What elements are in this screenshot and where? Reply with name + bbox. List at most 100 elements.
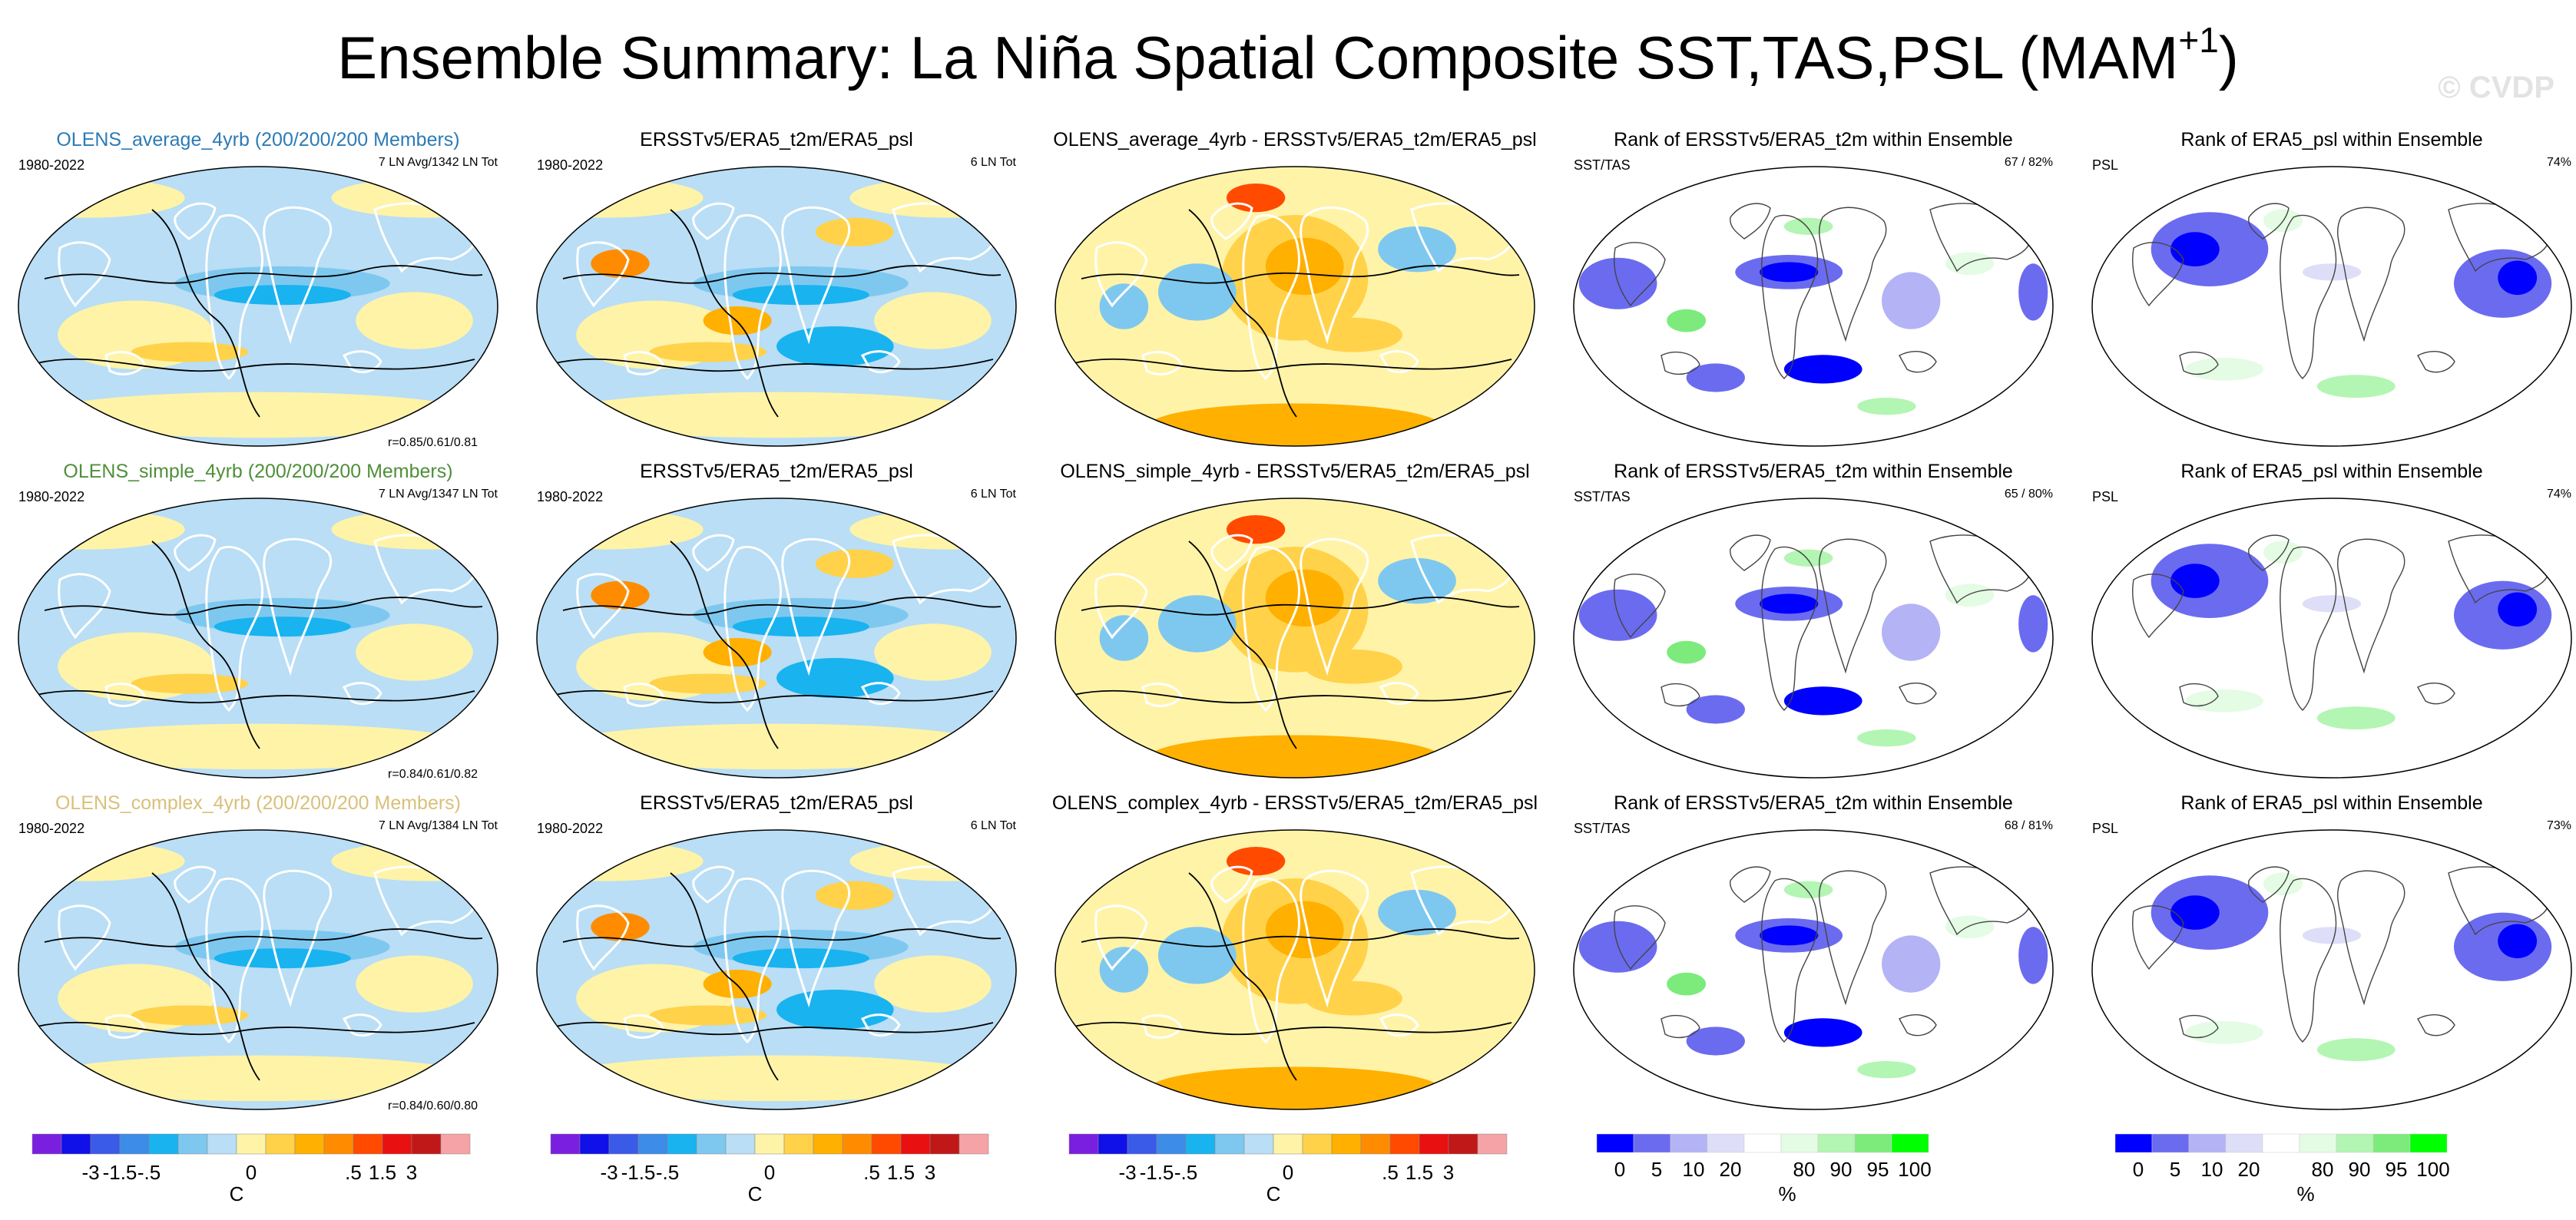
psl-contour-2 xyxy=(1188,209,1297,418)
colorbar-svg: 0 5 10 20 80 90 95 100% xyxy=(1596,1133,1932,1205)
colorbar-swatch xyxy=(2151,1133,2190,1153)
map-rank_psl xyxy=(2091,829,2572,1110)
anomaly-patch xyxy=(1157,927,1237,984)
coastline-1 xyxy=(781,869,851,1008)
coastline-0 xyxy=(1242,877,1300,1044)
panel-title: OLENS_average_4yrb - ERSSTv5/ERA5_t2m/ER… xyxy=(1053,129,1537,150)
coastline-6 xyxy=(1141,1014,1183,1039)
panel-title: Rank of ERSSTv5/ERA5_t2m within Ensemble xyxy=(1614,461,2013,482)
psl-contour-1 xyxy=(555,1021,994,1036)
coastline-1 xyxy=(263,869,333,1008)
coastline-1 xyxy=(1819,538,1887,674)
colorbar-swatch xyxy=(1156,1133,1187,1155)
coastline-1 xyxy=(1819,207,1887,342)
psl-contour-2 xyxy=(151,209,260,418)
panel-right-label: 6 LN Tot xyxy=(970,819,1016,832)
coastline-5 xyxy=(1094,573,1148,640)
colorbar-swatch xyxy=(353,1133,383,1155)
colorbar-swatch xyxy=(1243,1133,1274,1155)
panel-right-label: 7 LN Avg/1384 LN Tot xyxy=(378,819,498,832)
colorbar-swatch xyxy=(411,1133,442,1155)
coastline-3 xyxy=(692,865,735,904)
coastline-4 xyxy=(1379,682,1419,706)
map-outline xyxy=(18,829,498,1110)
colorbar-tick-label: 20 xyxy=(1720,1158,1742,1181)
panel-left-label: SST/TAS xyxy=(1574,821,1631,836)
map-panel: OLENS_simple_4yrb (200/200/200 Members) 1… xyxy=(0,461,516,791)
coastline-1 xyxy=(263,206,333,345)
rank-patch xyxy=(1857,398,1916,415)
coastline-6 xyxy=(1660,351,1700,375)
panel-title: Rank of ERA5_psl within Ensemble xyxy=(2180,792,2483,814)
anomaly-patch xyxy=(131,673,249,694)
rank-patch xyxy=(1667,309,1707,332)
rank-patch xyxy=(2185,689,2263,712)
panel-right-label: 65 / 80% xyxy=(2004,488,2053,501)
anomaly-patch xyxy=(591,912,650,941)
map-panel: Rank of ERSSTv5/ERA5_t2m within Ensemble… xyxy=(1555,461,2071,791)
anomaly-patch xyxy=(356,623,473,681)
rank-patch xyxy=(1686,1027,1745,1056)
map-panel: Rank of ERSSTv5/ERA5_t2m within Ensemble… xyxy=(1555,129,2071,459)
psl-contour-0 xyxy=(44,265,483,284)
anomaly-patch xyxy=(1157,595,1237,653)
colorbar-tick-label: 5 xyxy=(1651,1158,1662,1181)
map-rank_psl xyxy=(2091,166,2572,447)
anomaly-patch xyxy=(1226,515,1286,544)
coastline-1 xyxy=(263,537,333,676)
anomaly-patch xyxy=(591,249,650,278)
coastline-5 xyxy=(58,241,111,308)
colorbar-tick-label: 80 xyxy=(2312,1158,2334,1181)
map-outline xyxy=(536,166,1017,447)
coastline-4 xyxy=(1899,1014,1937,1037)
colorbar-swatch xyxy=(783,1133,814,1155)
coastline-5 xyxy=(1614,242,1666,307)
anomaly-patch xyxy=(732,948,869,969)
anomaly-patch xyxy=(732,285,869,306)
map-diff xyxy=(1055,166,1535,447)
colorbar-swatch xyxy=(2225,1133,2263,1153)
map-panel: Rank of ERA5_psl within Ensemble PSL 73% xyxy=(2074,792,2576,1122)
anomaly-patch xyxy=(1265,901,1344,959)
map-panel: Rank of ERA5_psl within Ensemble PSL 74% xyxy=(2074,461,2576,791)
psl-contour-1 xyxy=(1073,1021,1512,1036)
coastline-1 xyxy=(781,537,851,676)
colorbar-swatch xyxy=(1780,1133,1819,1153)
colorbar-swatch xyxy=(1817,1133,1856,1153)
coastline-0 xyxy=(1761,214,1819,379)
map-panel: OLENS_average_4yrb - ERSSTv5/ERA5_t2m/ER… xyxy=(1037,129,1553,459)
panel-left-label: 1980-2022 xyxy=(18,489,85,504)
colorbar-unit: C xyxy=(1266,1182,1281,1205)
map-rank_sst xyxy=(1573,498,2054,779)
rank-patch xyxy=(2170,895,2220,930)
colorbar-tick-label: -1.5 xyxy=(103,1161,137,1184)
map-panel: OLENS_complex_4yrb - ERSSTv5/ERA5_t2m/ER… xyxy=(1037,792,1553,1122)
colorbar-tick-label: -1.5 xyxy=(621,1161,656,1184)
panel-right-label: 6 LN Tot xyxy=(970,156,1016,169)
anomaly-patch xyxy=(1304,317,1402,352)
panel-left-label: 1980-2022 xyxy=(537,157,604,173)
coastline-0 xyxy=(1761,878,1819,1043)
rank-patch xyxy=(1760,262,1819,283)
coastline-4 xyxy=(860,682,901,706)
rank-patch xyxy=(2018,927,2048,984)
panel-title: Rank of ERA5_psl within Ensemble xyxy=(2180,461,2483,482)
anomaly-patch xyxy=(214,948,351,969)
colorbar-swatch xyxy=(900,1133,931,1155)
colorbar-swatch xyxy=(90,1133,121,1155)
psl-contour-2 xyxy=(670,872,779,1081)
psl-contour-0 xyxy=(1081,597,1520,616)
map-diff xyxy=(1055,498,1535,779)
coastline-5 xyxy=(1094,241,1148,308)
coastline-6 xyxy=(1141,683,1183,707)
anomaly-patch xyxy=(131,342,249,362)
colorbar-swatch xyxy=(929,1133,960,1155)
psl-contour-1 xyxy=(36,689,475,704)
map-panel: Rank of ERSSTv5/ERA5_t2m within Ensemble… xyxy=(1555,792,2071,1122)
panel-title: ERSSTv5/ERA5_t2m/ERA5_psl xyxy=(640,461,913,482)
colorbar-tick-label: 1.5 xyxy=(369,1161,396,1184)
colorbar-swatch xyxy=(1854,1133,1892,1153)
colorbar-swatch xyxy=(959,1133,989,1155)
colorbar-tick-label: 20 xyxy=(2238,1158,2260,1181)
psl-contour-1 xyxy=(36,1021,475,1036)
